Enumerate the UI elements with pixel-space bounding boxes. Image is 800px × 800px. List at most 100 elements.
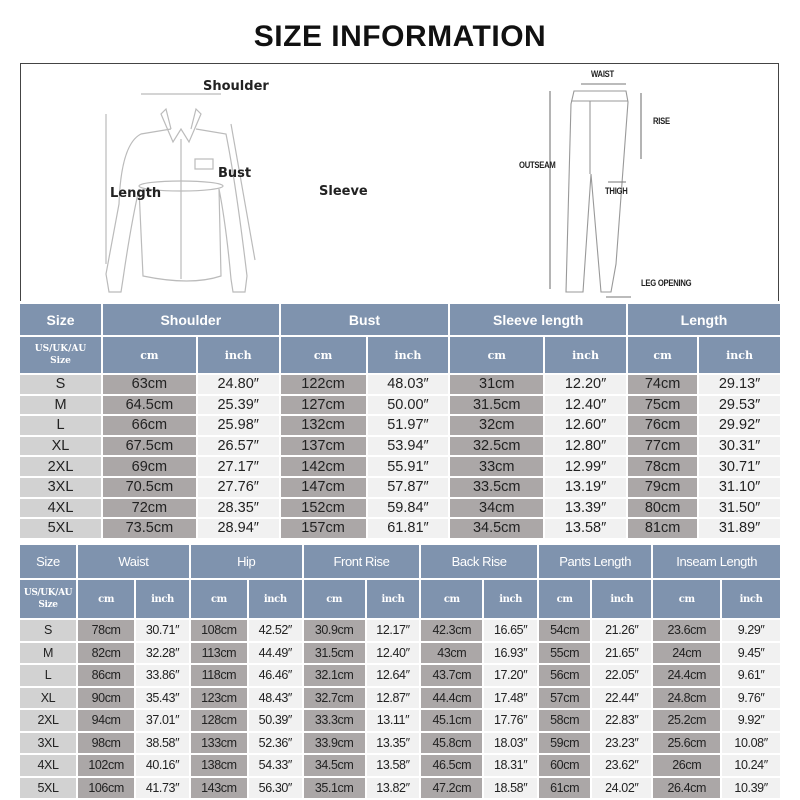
inch-value-cell: 22.44″ <box>592 687 652 708</box>
cm-value-cell: 44.4cm <box>421 687 483 708</box>
cm-value-cell: 75cm <box>627 395 698 415</box>
inch-value-cell: 12.20″ <box>545 375 626 394</box>
inch-value-cell: 50.00″ <box>367 395 449 415</box>
inch-value-cell: 21.26″ <box>592 620 652 641</box>
cm-value-cell: 63cm <box>103 375 196 394</box>
column-group-header: Length <box>627 304 780 335</box>
cm-value-cell: 32.1cm <box>303 665 365 686</box>
cm-value-cell: 32.5cm <box>450 436 544 456</box>
size-cell: 5XL <box>20 777 76 798</box>
size-cell: M <box>20 395 101 415</box>
inch-value-cell: 16.65″ <box>484 620 537 641</box>
inch-value-cell: 13.58″ <box>545 519 626 538</box>
size-cell: 5XL <box>20 519 101 538</box>
cm-value-cell: 69cm <box>103 457 196 476</box>
cm-value-cell: 152cm <box>280 498 366 518</box>
cm-value-cell: 77cm <box>627 436 698 456</box>
inch-value-cell: 29.92″ <box>699 416 780 435</box>
inch-value-cell: 24.02″ <box>592 777 652 798</box>
cm-value-cell: 43.7cm <box>421 665 483 686</box>
garment-diagram: Shoulder Bust Length Sleeve WAIST RISE O… <box>20 63 779 301</box>
cm-value-cell: 132cm <box>280 416 366 435</box>
unit-header-inch: inch <box>592 580 652 618</box>
inch-value-cell: 51.97″ <box>367 416 449 435</box>
inch-value-cell: 30.71″ <box>136 620 189 641</box>
inch-value-cell: 38.58″ <box>136 732 189 753</box>
column-group-header: Bust <box>280 304 449 335</box>
cm-value-cell: 24.4cm <box>653 665 721 686</box>
size-cell: 4XL <box>20 498 101 518</box>
inch-value-cell: 31.50″ <box>699 498 780 518</box>
inch-value-cell: 9.76″ <box>722 687 780 708</box>
inch-value-cell: 30.31″ <box>699 436 780 456</box>
table-row: L 86cm 33.86″ 118cm 46.46″ 32.1cm 12.64″ 43.7cm… <box>20 665 780 686</box>
cm-value-cell: 70.5cm <box>103 477 196 497</box>
table-row: 4XL 102cm 40.16″ 138cm 54.33″ 34.5cm 13.58″ 46.… <box>20 755 780 776</box>
inch-value-cell: 13.39″ <box>545 498 626 518</box>
column-group-header: Pants Length <box>538 545 652 578</box>
inch-value-cell: 10.08″ <box>722 732 780 753</box>
unit-header-inch: inch <box>197 337 279 373</box>
inch-value-cell: 26.57″ <box>197 436 279 456</box>
cm-value-cell: 86cm <box>78 665 135 686</box>
cm-value-cell: 45.8cm <box>421 732 483 753</box>
unit-header-cm: cm <box>280 337 366 373</box>
header-row: Size Shoulder Bust Sleeve length Length <box>20 304 780 335</box>
unit-header-row: US/UK/AU Size cm inch cm inch cm inch cm inch <box>20 337 780 373</box>
cm-value-cell: 81cm <box>627 519 698 538</box>
size-cell: 2XL <box>20 710 76 731</box>
cm-value-cell: 31.5cm <box>450 395 544 415</box>
cm-value-cell: 127cm <box>280 395 366 415</box>
unit-header-cm: cm <box>190 580 247 618</box>
size-cell: XL <box>20 436 101 456</box>
cm-value-cell: 90cm <box>78 687 135 708</box>
column-group-header: Hip <box>190 545 302 578</box>
cm-value-cell: 58cm <box>538 710 591 731</box>
cm-value-cell: 123cm <box>190 687 247 708</box>
unit-header-inch: inch <box>484 580 537 618</box>
cm-value-cell: 113cm <box>190 642 247 663</box>
cm-value-cell: 73.5cm <box>103 519 196 538</box>
inch-value-cell: 13.58″ <box>366 755 420 776</box>
size-system-line: US/UK/AU <box>34 344 87 354</box>
unit-header-inch: inch <box>699 337 780 373</box>
size-cell: 2XL <box>20 457 101 476</box>
table-row: 5XL 73.5cm 28.94″ 157cm 61.81″ 34.5cm 13.58″ 81… <box>20 519 780 538</box>
inch-value-cell: 33.86″ <box>136 665 189 686</box>
inch-value-cell: 17.48″ <box>484 687 537 708</box>
table-row: 4XL 72cm 28.35″ 152cm 59.84″ 34cm 13.39″ 80cm 31… <box>20 498 780 518</box>
size-system-header: US/UK/AU Size <box>20 337 101 373</box>
unit-header-inch: inch <box>367 337 449 373</box>
inch-value-cell: 54.33″ <box>248 755 302 776</box>
cm-value-cell: 72cm <box>103 498 196 518</box>
inch-value-cell: 9.45″ <box>722 642 780 663</box>
cm-value-cell: 33cm <box>450 457 544 476</box>
size-system-header: US/UK/AU Size <box>20 580 76 618</box>
inch-value-cell: 9.29″ <box>722 620 780 641</box>
cm-value-cell: 67.5cm <box>103 436 196 456</box>
inch-value-cell: 56.30″ <box>248 777 302 798</box>
header-row: Size Waist Hip Front Rise Back Rise Pants Len… <box>20 545 780 578</box>
inch-value-cell: 12.64″ <box>366 665 420 686</box>
inch-value-cell: 42.52″ <box>248 620 302 641</box>
cm-value-cell: 24cm <box>653 642 721 663</box>
inch-value-cell: 12.40″ <box>545 395 626 415</box>
inch-value-cell: 10.24″ <box>722 755 780 776</box>
size-system-line: Size <box>38 600 58 610</box>
inch-value-cell: 12.87″ <box>366 687 420 708</box>
size-system-line: Size <box>50 356 71 366</box>
cm-value-cell: 76cm <box>627 416 698 435</box>
column-group-header: Sleeve length <box>450 304 626 335</box>
unit-header-inch: inch <box>722 580 780 618</box>
table-row: XL 67.5cm 26.57″ 137cm 53.94″ 32.5cm 12.80″ 77c… <box>20 436 780 456</box>
cm-value-cell: 142cm <box>280 457 366 476</box>
cm-value-cell: 133cm <box>190 732 247 753</box>
size-cell: 4XL <box>20 755 76 776</box>
inch-value-cell: 28.94″ <box>197 519 279 538</box>
inch-value-cell: 12.80″ <box>545 436 626 456</box>
cm-value-cell: 60cm <box>538 755 591 776</box>
inch-value-cell: 57.87″ <box>367 477 449 497</box>
cm-value-cell: 98cm <box>78 732 135 753</box>
inch-value-cell: 12.99″ <box>545 457 626 476</box>
table-row: M 82cm 32.28″ 113cm 44.49″ 31.5cm 12.40″ 43cm 16… <box>20 642 780 663</box>
